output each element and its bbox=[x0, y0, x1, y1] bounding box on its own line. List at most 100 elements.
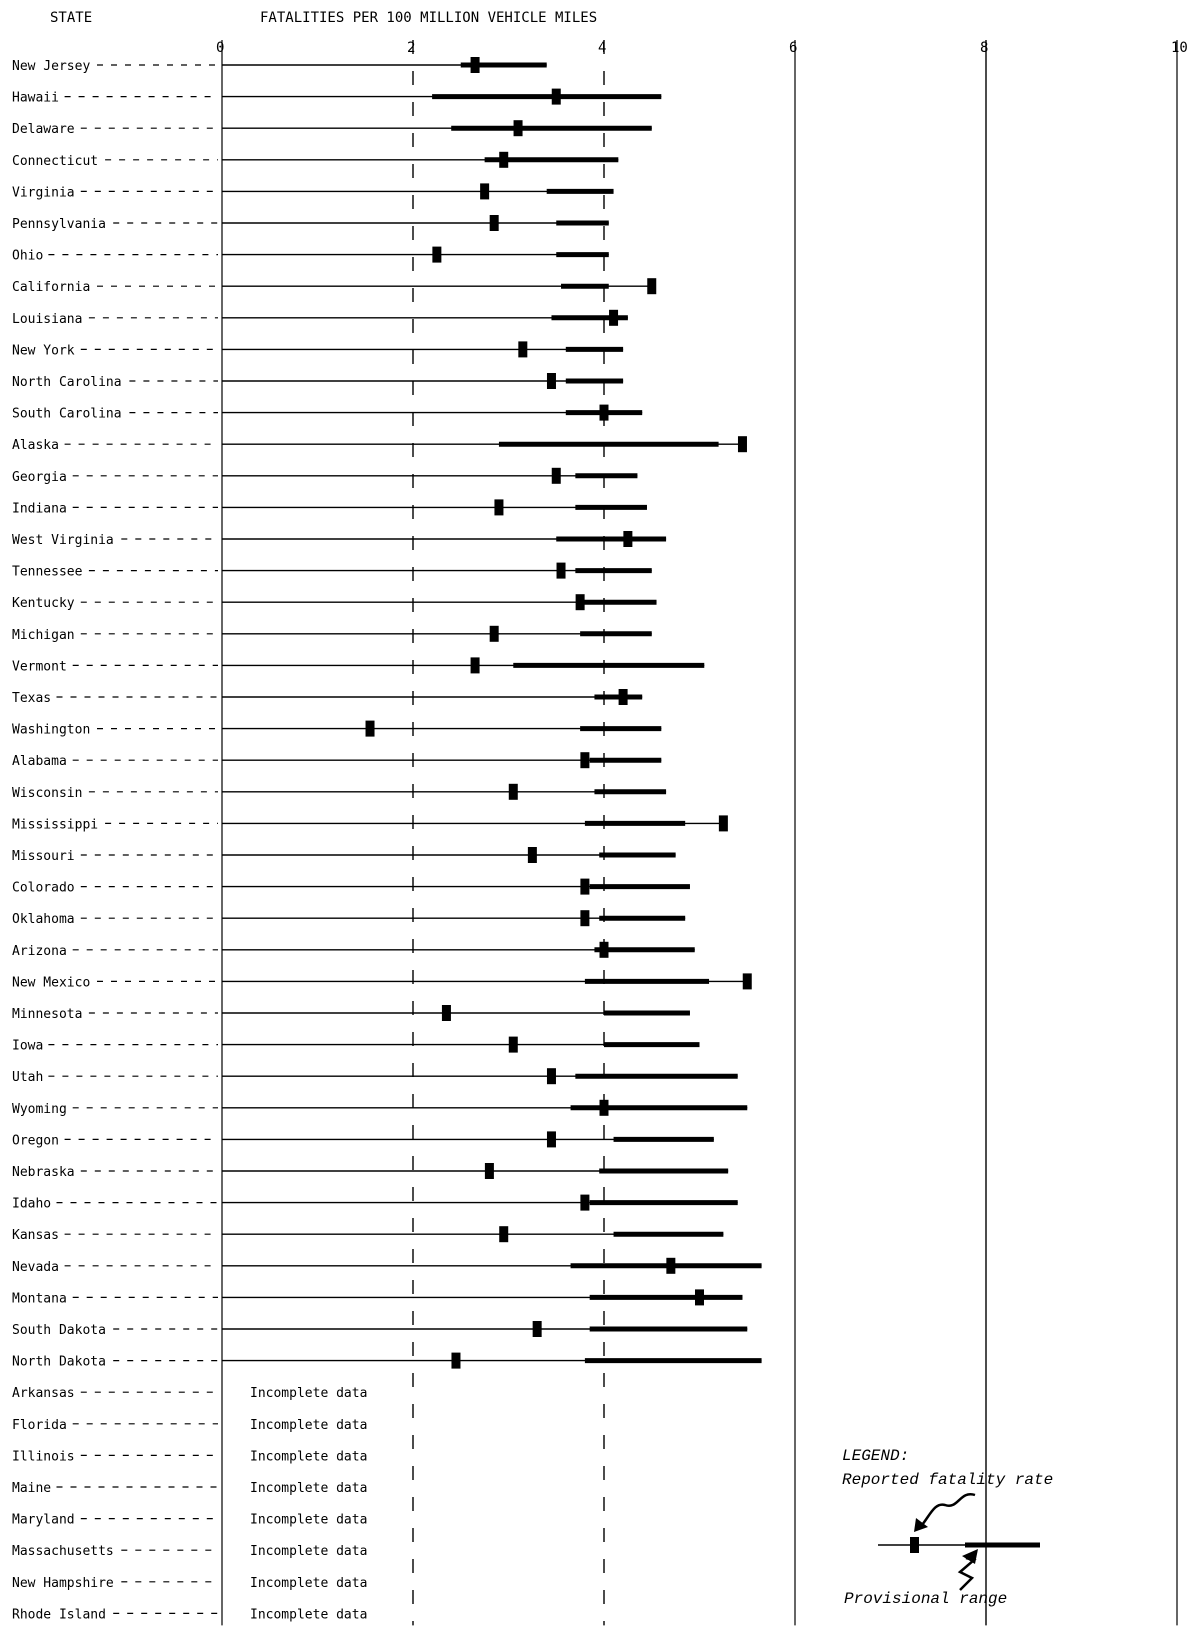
state-row: South Carolina bbox=[12, 404, 643, 422]
state-label: North Carolina bbox=[12, 375, 122, 390]
state-row: Arkansas Incomplete data bbox=[12, 1386, 367, 1401]
state-label: Kansas bbox=[12, 1228, 59, 1243]
reported-rate-marker bbox=[599, 941, 609, 958]
state-label: Washington bbox=[12, 723, 90, 738]
reported-rate-marker bbox=[580, 878, 590, 895]
x-tick-label: 10 bbox=[1171, 40, 1188, 56]
state-label: Montana bbox=[12, 1291, 67, 1306]
reported-rate-marker bbox=[494, 499, 504, 516]
incomplete-data-label: Incomplete data bbox=[250, 1513, 367, 1528]
reported-rate-marker bbox=[532, 1321, 542, 1337]
state-row: Utah bbox=[12, 1068, 738, 1085]
legend-rate-label: Reported fatality rate bbox=[842, 1471, 1053, 1489]
reported-rate-marker bbox=[551, 88, 561, 105]
incomplete-data-label: Incomplete data bbox=[250, 1386, 367, 1401]
state-row: Tennessee bbox=[12, 562, 652, 580]
reported-rate-marker bbox=[618, 689, 628, 705]
chart-header: STATE FATALITIES PER 100 MILLION VEHICLE… bbox=[50, 10, 597, 26]
state-label: Florida bbox=[12, 1418, 67, 1433]
reported-rate-marker bbox=[508, 1036, 518, 1053]
state-row: Colorado bbox=[12, 878, 690, 896]
state-row: Iowa bbox=[12, 1036, 700, 1054]
reported-rate-marker bbox=[666, 1257, 676, 1274]
state-row: Arizona bbox=[12, 941, 695, 959]
reported-rate-marker bbox=[695, 1289, 704, 1306]
reported-rate-marker bbox=[580, 910, 590, 927]
state-label: Hawaii bbox=[12, 91, 59, 106]
state-label: Alaska bbox=[12, 438, 59, 453]
state-row: New Hampshire Incomplete data bbox=[12, 1576, 367, 1591]
state-row: Idaho bbox=[12, 1194, 738, 1212]
state-label: Virginia bbox=[12, 185, 75, 200]
reported-rate-marker bbox=[470, 57, 480, 73]
reported-rate-marker bbox=[546, 1068, 556, 1085]
x-tick-label: 4 bbox=[598, 40, 606, 56]
reported-rate-marker bbox=[647, 278, 657, 295]
state-row: Kansas bbox=[12, 1226, 724, 1243]
state-row: Florida Incomplete data bbox=[12, 1418, 367, 1433]
state-label: Pennsylvania bbox=[12, 217, 106, 232]
reported-rate-marker bbox=[480, 183, 490, 200]
state-label: Kentucky bbox=[12, 596, 75, 611]
reported-rate-marker bbox=[580, 1194, 590, 1211]
state-label: Illinois bbox=[12, 1449, 75, 1464]
legend-rate-marker bbox=[910, 1537, 919, 1553]
state-row: Minnesota bbox=[12, 1005, 690, 1022]
state-label: Connecticut bbox=[12, 154, 98, 169]
state-row: West Virginia bbox=[12, 531, 667, 548]
state-label: Maine bbox=[12, 1481, 51, 1496]
state-row: Oklahoma bbox=[12, 910, 686, 927]
state-label: Ohio bbox=[12, 249, 43, 264]
state-row: Georgia bbox=[12, 467, 638, 485]
state-rows: New Jersey Hawaii Delaware Connecticut Virgi… bbox=[12, 57, 762, 1622]
legend-title: LEGEND: bbox=[842, 1447, 909, 1465]
x-axis-ticks: 0 2 4 6 8 10 bbox=[216, 40, 1188, 56]
legend: LEGEND: Reported fatality rate Provision… bbox=[842, 1447, 1053, 1608]
reported-rate-marker bbox=[513, 120, 523, 137]
state-label: New York bbox=[12, 343, 75, 358]
state-label: Maryland bbox=[12, 1513, 75, 1528]
state-label: South Carolina bbox=[12, 407, 122, 422]
state-label: Missouri bbox=[12, 849, 75, 864]
state-label: Utah bbox=[12, 1070, 43, 1085]
state-label: Alabama bbox=[12, 754, 67, 769]
reported-rate-marker bbox=[609, 309, 619, 326]
state-label: Wyoming bbox=[12, 1102, 67, 1117]
state-label: Nebraska bbox=[12, 1165, 75, 1180]
reported-rate-marker bbox=[508, 783, 518, 800]
legend-range-arrowhead bbox=[962, 1549, 978, 1564]
state-label: Rhode Island bbox=[12, 1607, 106, 1622]
legend-range-arrow bbox=[957, 1556, 977, 1591]
state-row: Kentucky bbox=[12, 594, 657, 611]
state-label: Michigan bbox=[12, 628, 75, 643]
state-label: Arizona bbox=[12, 944, 67, 959]
state-row: New York bbox=[12, 341, 624, 358]
state-row: Maine Incomplete data bbox=[12, 1481, 367, 1496]
state-label: Massachusetts bbox=[12, 1544, 114, 1559]
state-row: Wisconsin bbox=[12, 783, 667, 801]
state-label: North Dakota bbox=[12, 1355, 106, 1370]
state-label: Oregon bbox=[12, 1133, 59, 1148]
state-row: North Carolina bbox=[12, 373, 624, 390]
reported-rate-marker bbox=[575, 594, 585, 611]
state-row: Wyoming bbox=[12, 1099, 748, 1117]
reported-rate-marker bbox=[432, 246, 442, 263]
x-tick-label: 0 bbox=[216, 40, 224, 56]
reported-rate-marker bbox=[580, 752, 590, 769]
legend-rate-arrow bbox=[921, 1492, 976, 1526]
state-row: Washington bbox=[12, 720, 662, 738]
reported-rate-marker bbox=[551, 467, 561, 484]
legend-sample bbox=[878, 1492, 1040, 1591]
reported-rate-marker bbox=[441, 1005, 451, 1021]
incomplete-data-label: Incomplete data bbox=[250, 1544, 367, 1559]
state-row: Nevada bbox=[12, 1257, 762, 1275]
state-row: Pennsylvania bbox=[12, 215, 609, 232]
state-label: New Jersey bbox=[12, 59, 90, 74]
reported-rate-marker bbox=[556, 562, 566, 579]
state-label: Texas bbox=[12, 691, 51, 706]
x-tick-label: 8 bbox=[980, 40, 988, 56]
state-label: California bbox=[12, 280, 90, 295]
state-label: New Hampshire bbox=[12, 1576, 114, 1591]
legend-rate-arrowhead bbox=[914, 1518, 928, 1532]
x-tick-label: 6 bbox=[789, 40, 797, 56]
